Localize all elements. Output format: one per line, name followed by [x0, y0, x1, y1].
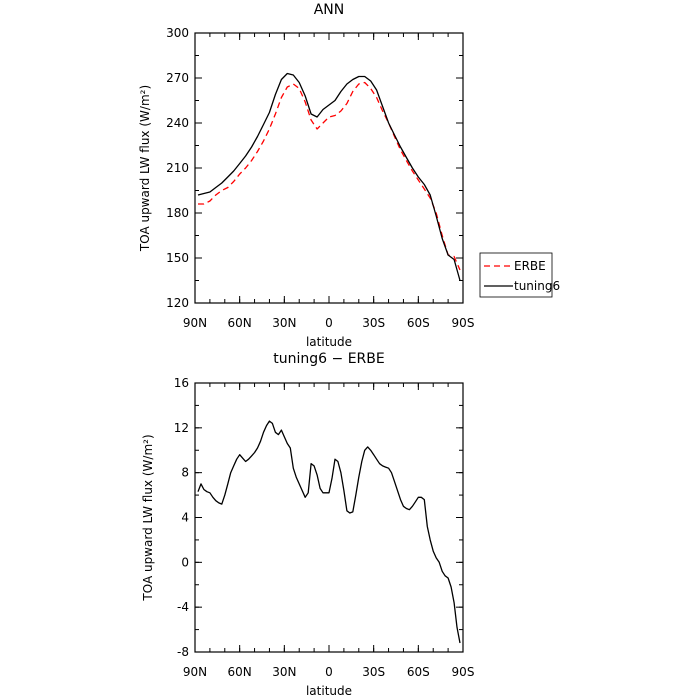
x-tick-label: 90N — [183, 665, 207, 679]
y-tick-label: 300 — [166, 26, 189, 40]
y-axis-label: TOA upward LW flux (W/m²) — [138, 85, 152, 252]
legend-label-erbe: ERBE — [514, 259, 546, 273]
legend-label-tuning6: tuning6 — [514, 279, 560, 293]
x-tick-label: 90S — [452, 316, 475, 330]
y-tick-label: 120 — [166, 296, 189, 310]
y-tick-label: 240 — [166, 116, 189, 130]
legend-box — [479, 252, 553, 298]
x-tick-label: 0 — [325, 665, 333, 679]
x-tick-label: 90S — [452, 665, 475, 679]
x-tick-label: 30S — [362, 665, 385, 679]
x-tick-label: 30N — [272, 665, 296, 679]
x-tick-label: 60N — [228, 665, 252, 679]
y-tick-label: 180 — [166, 206, 189, 220]
y-tick-label: 8 — [181, 466, 189, 480]
chart-panel-1: 120 150 180 210 240 270 300 90N 60N 30N 0 30S 60S 90S… — [138, 2, 560, 349]
x-axis-label: latitude — [306, 684, 352, 698]
x-tick-label: 0 — [325, 316, 333, 330]
y-tick-label: 270 — [166, 71, 189, 85]
x-tick-label: 60S — [407, 665, 430, 679]
y-tick-label: 16 — [174, 376, 189, 390]
y-tick-label: 4 — [181, 511, 189, 525]
legend: ERBE tuning6 — [479, 252, 560, 298]
series-line-tuning6 — [197, 72, 461, 281]
plot-frame — [194, 32, 464, 304]
chart-panel-2: -8 -4 0 4 8 12 16 90N 60N 30N 0 30S 60S 90S tuning6 − … — [141, 351, 474, 698]
y-tick-label: 210 — [166, 161, 189, 175]
x-tick-label: 30N — [272, 316, 296, 330]
x-tick-label: 90N — [183, 316, 207, 330]
x-tick-label: 60N — [228, 316, 252, 330]
series-line-tuning6 — [197, 420, 461, 644]
plot-frame — [194, 382, 464, 653]
chart-title: ANN — [314, 2, 345, 18]
y-tick-label: -4 — [177, 600, 189, 614]
series-line-erbe — [198, 81, 461, 271]
x-tick-label: 60S — [407, 316, 430, 330]
x-tick-label: 30S — [362, 316, 385, 330]
y-axis-label: TOA upward LW flux (W/m²) — [141, 434, 155, 601]
x-axis-label: latitude — [306, 335, 352, 349]
chart-title: tuning6 − ERBE — [273, 351, 384, 367]
y-tick-label: 0 — [181, 555, 189, 569]
y-tick-label: 12 — [174, 421, 189, 435]
y-tick-label: -8 — [177, 645, 189, 659]
y-tick-label: 150 — [166, 251, 189, 265]
